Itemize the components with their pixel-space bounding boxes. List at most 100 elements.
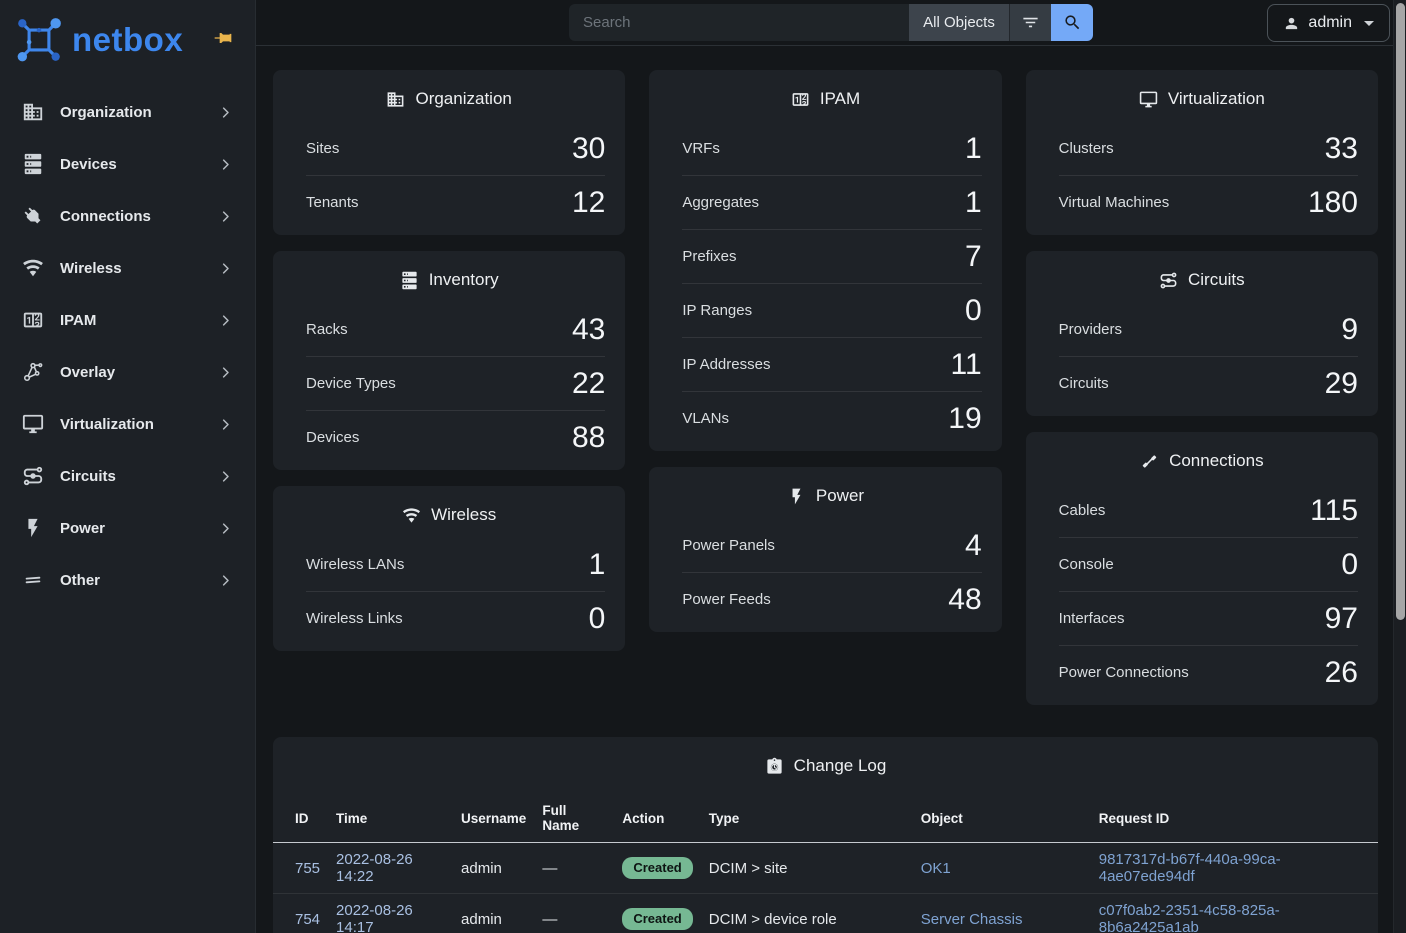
stat-label: Racks: [306, 321, 348, 338]
card-organization: Organization Sites 30 Tenants 12: [273, 70, 626, 235]
stat-label: Tenants: [306, 194, 359, 211]
stat-value-link[interactable]: 1: [964, 132, 982, 165]
user-menu-button[interactable]: admin: [1267, 4, 1390, 42]
change-object-link[interactable]: OK1: [920, 859, 951, 877]
card-wireless: Wireless Wireless LANs 1 Wireless Links …: [273, 486, 626, 651]
stat-row-ip-addresses: IP Addresses 11: [682, 337, 982, 391]
stat-value-link[interactable]: 1: [964, 186, 982, 219]
change-object-link[interactable]: Server Chassis: [920, 910, 1023, 928]
stat-value-link[interactable]: 0: [588, 602, 606, 635]
search-input[interactable]: [569, 4, 909, 41]
sidebar-item-overlay[interactable]: Overlay: [0, 346, 255, 398]
card-title-text: Wireless: [431, 505, 497, 524]
dashboard: Organization Sites 30 Tenants 12: [256, 46, 1406, 933]
stat-value-link[interactable]: 88: [571, 421, 606, 454]
stat-label: Power Connections: [1058, 664, 1189, 681]
vertical-scrollbar[interactable]: [1393, 0, 1406, 933]
sidebar-item-other[interactable]: Other: [0, 554, 255, 606]
brand-name[interactable]: netbox: [72, 21, 184, 58]
building-icon: [22, 101, 44, 123]
change-full-name: —: [542, 910, 558, 928]
chevron-right-icon: [218, 573, 233, 588]
sidebar-item-wireless[interactable]: Wireless: [0, 242, 255, 294]
change-request-id-link[interactable]: c07f0ab2-2351-4c58-825a-8b6a2425a1ab: [1098, 902, 1280, 933]
username: admin: [1308, 14, 1352, 31]
sidebar-item-virtualization[interactable]: Virtualization: [0, 398, 255, 450]
sidebar-item-connections[interactable]: Connections: [0, 190, 255, 242]
sidebar-item-devices[interactable]: Devices: [0, 138, 255, 190]
card-title-text: Inventory: [428, 270, 499, 289]
pin-sidebar-button[interactable]: [213, 28, 233, 48]
stat-value-link[interactable]: 48: [948, 583, 982, 616]
search-submit-button[interactable]: [1051, 4, 1093, 41]
wifi-icon: [22, 257, 44, 279]
stat-value-link[interactable]: 29: [1324, 367, 1358, 400]
change-type: DCIM > device role: [708, 910, 837, 928]
stat-value-link[interactable]: 43: [571, 313, 606, 346]
card-title: Organization: [273, 70, 625, 122]
column-header-type: Type: [700, 793, 913, 843]
stat-value-link[interactable]: 9: [1341, 313, 1358, 346]
stat-value-link[interactable]: 26: [1324, 656, 1358, 689]
stat-value-link[interactable]: 4: [964, 529, 982, 562]
stat-value-link[interactable]: 12: [571, 186, 606, 219]
change-request-id-link[interactable]: 9817317d-b67f-440a-99ca-4ae07ede94df: [1098, 851, 1281, 885]
sidebar-item-circuits[interactable]: Circuits: [0, 450, 255, 502]
stat-value-link[interactable]: 1: [588, 548, 606, 581]
change-type: DCIM > site: [708, 859, 788, 877]
stat-label: Device Types: [306, 375, 396, 392]
column-header-full-name: Full Name: [534, 793, 615, 843]
change-time-link[interactable]: 2022-08-26 14:22: [336, 851, 413, 885]
stat-label: Providers: [1058, 321, 1123, 338]
sidebar-item-organization[interactable]: Organization: [0, 86, 255, 138]
chevron-right-icon: [218, 105, 233, 120]
card-title: Inventory: [273, 251, 625, 303]
stat-value-link[interactable]: 0: [1341, 548, 1358, 581]
sidebar-item-ipam[interactable]: IPAM: [0, 294, 255, 346]
stat-value-link[interactable]: 11: [950, 348, 982, 381]
changelog-title: Change Log: [273, 737, 1378, 789]
stat-value-link[interactable]: 19: [948, 402, 982, 435]
sidebar-item-label: Organization: [60, 103, 152, 121]
stat-value-link[interactable]: 180: [1307, 186, 1358, 219]
change-id-link[interactable]: 754: [295, 910, 321, 928]
sidebar-item-label: Connections: [60, 207, 151, 225]
card-ipam: IPAM VRFs 1 Aggregates 1: [649, 70, 1002, 451]
server-icon: [22, 153, 44, 175]
card-title: Connections: [1026, 432, 1378, 484]
changelog-table: ID Time Username Full Name Action Type O…: [273, 793, 1378, 933]
stat-value-link[interactable]: 97: [1324, 602, 1358, 635]
stat-value-link[interactable]: 0: [964, 294, 982, 327]
stat-label: Clusters: [1058, 140, 1114, 157]
stat-row-power-feeds: Power Feeds 48: [682, 572, 982, 626]
user-icon: [1283, 15, 1300, 32]
stat-row-wireless-links: Wireless Links 0: [306, 591, 606, 645]
chevron-right-icon: [218, 261, 233, 276]
column-header-username: Username: [453, 793, 535, 843]
stat-row-clusters: Clusters 33: [1059, 122, 1358, 175]
stat-row-interfaces: Interfaces 97: [1058, 591, 1358, 645]
sidebar-item-power[interactable]: Power: [0, 502, 255, 554]
stat-row-virtual-machines: Virtual Machines 180: [1058, 175, 1358, 229]
scrollbar-thumb[interactable]: [1396, 3, 1405, 620]
search-scope-button[interactable]: All Objects: [909, 4, 1009, 41]
change-id-link[interactable]: 755: [295, 859, 321, 877]
stat-value-link[interactable]: 33: [1324, 132, 1358, 165]
stat-label: Cables: [1058, 502, 1106, 519]
change-time-link[interactable]: 2022-08-26 14:17: [336, 902, 413, 933]
changelog-card: Change Log ID Time Username Full Name Ac: [273, 737, 1378, 933]
stat-value-link[interactable]: 30: [571, 132, 606, 165]
monitor-icon: [22, 413, 44, 435]
chevron-right-icon: [218, 209, 233, 224]
stat-row-cables: Cables 115: [1059, 484, 1358, 537]
stat-row-power-panels: Power Panels 4: [682, 519, 981, 572]
stat-label: Power Feeds: [682, 591, 771, 608]
filter-button[interactable]: [1009, 4, 1051, 41]
stat-label: Prefixes: [682, 248, 737, 265]
stat-value-link[interactable]: 22: [571, 367, 606, 400]
stat-row-console: Console 0: [1058, 537, 1358, 591]
stat-row-device-types: Device Types 22: [306, 356, 606, 410]
stat-value-link[interactable]: 7: [964, 240, 982, 273]
stat-value-link[interactable]: 115: [1310, 494, 1358, 527]
